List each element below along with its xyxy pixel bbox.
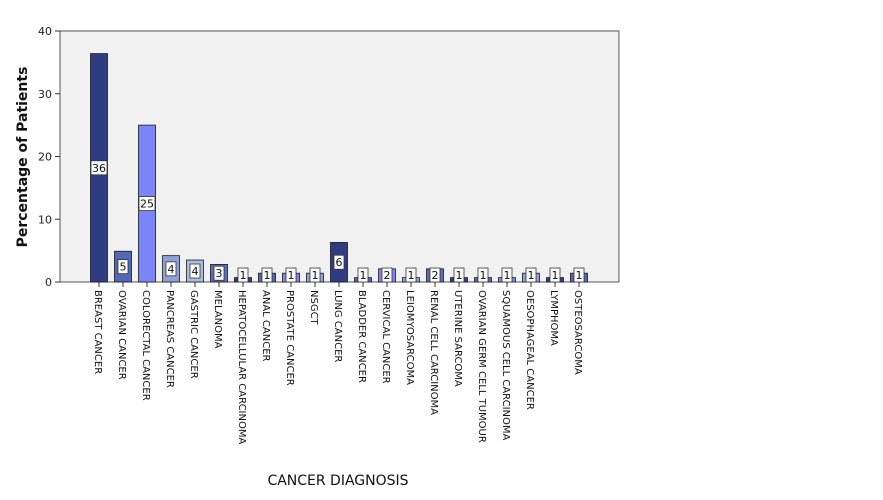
data-label: 1 — [504, 269, 511, 282]
data-label-box — [189, 263, 201, 279]
data-label: 25 — [140, 198, 154, 211]
data-label: 1 — [456, 269, 463, 282]
data-label: 3 — [216, 267, 223, 280]
x-tick-label: PROSTATE CANCER — [284, 290, 295, 386]
y-tick-label: 20 — [38, 151, 52, 164]
data-label-box — [138, 196, 156, 211]
x-tick-label: MELANOMA — [212, 290, 223, 349]
y-tick-label: 10 — [38, 213, 52, 226]
x-tick-label: COLORECTAL CANCER — [140, 290, 151, 401]
data-label-box — [117, 259, 129, 275]
x-tick-label: OVARIAN CANCER — [116, 290, 127, 380]
data-label: 1 — [240, 269, 247, 282]
data-label-box — [333, 254, 345, 270]
x-tick-label: LYMPHOMA — [548, 290, 559, 346]
data-label: 4 — [168, 263, 175, 276]
data-label-box — [165, 261, 177, 277]
x-tick-label: CERVICAL CANCER — [380, 290, 391, 384]
y-axis-label: Percentage of Patients — [15, 67, 31, 248]
x-tick-label: ANAL CANCER — [260, 290, 271, 362]
x-tick-label: LEIOMYOSARCOMA — [404, 290, 415, 385]
data-label: 6 — [336, 256, 343, 269]
data-label: 1 — [264, 269, 271, 282]
x-tick-label: BLADDER CANCER — [356, 290, 367, 383]
data-label: 4 — [192, 265, 199, 278]
data-label-box — [90, 160, 108, 176]
data-label: 5 — [120, 261, 127, 274]
x-tick-label: PANCREAS CANCER — [164, 290, 175, 388]
x-tick-label: RENAL CELL CARCINOMA — [428, 290, 439, 415]
y-tick-label: 30 — [38, 88, 52, 101]
x-tick-label: OVARIAN GERM CELL TUMOUR — [476, 290, 487, 443]
data-label: 1 — [360, 269, 367, 282]
x-tick-label: NSGCT — [308, 290, 319, 326]
data-label: 1 — [408, 269, 415, 282]
y-axis: 0 10 20 30 40 — [38, 25, 60, 289]
x-tick-label: GASTRIC CANCER — [188, 290, 199, 379]
data-label: 2 — [432, 269, 439, 282]
data-label: 1 — [312, 269, 319, 282]
data-label: 1 — [528, 269, 535, 282]
x-tick-label: OSTEOSARCOMA — [572, 290, 583, 375]
data-label-box — [213, 265, 225, 281]
y-tick-label: 0 — [45, 276, 52, 289]
data-label: 36 — [92, 162, 106, 175]
data-label: 2 — [384, 269, 391, 282]
data-label: 1 — [480, 269, 487, 282]
data-label: 1 — [552, 269, 559, 282]
x-tick-label: SQUAMOUS CELL CARCINOMA — [500, 290, 511, 441]
x-tick-label: LUNG CANCER — [332, 290, 343, 362]
x-axis-label: CANCER DIAGNOSIS — [267, 473, 408, 489]
x-tick-label: OESOPHAGEAL CANCER — [524, 290, 535, 410]
x-tick-labels: BREAST CANCER OVARIAN CANCER COLORECTAL CA… — [92, 282, 583, 444]
y-tick-label: 40 — [38, 25, 52, 38]
data-label: 1 — [576, 269, 583, 282]
x-tick-label: HEPATOCELLULAR CARCINOMA — [236, 290, 247, 444]
x-tick-label: BREAST CANCER — [92, 290, 103, 374]
data-label: 1 — [288, 269, 295, 282]
x-tick-label: UTERINE SARCOMA — [452, 290, 463, 387]
